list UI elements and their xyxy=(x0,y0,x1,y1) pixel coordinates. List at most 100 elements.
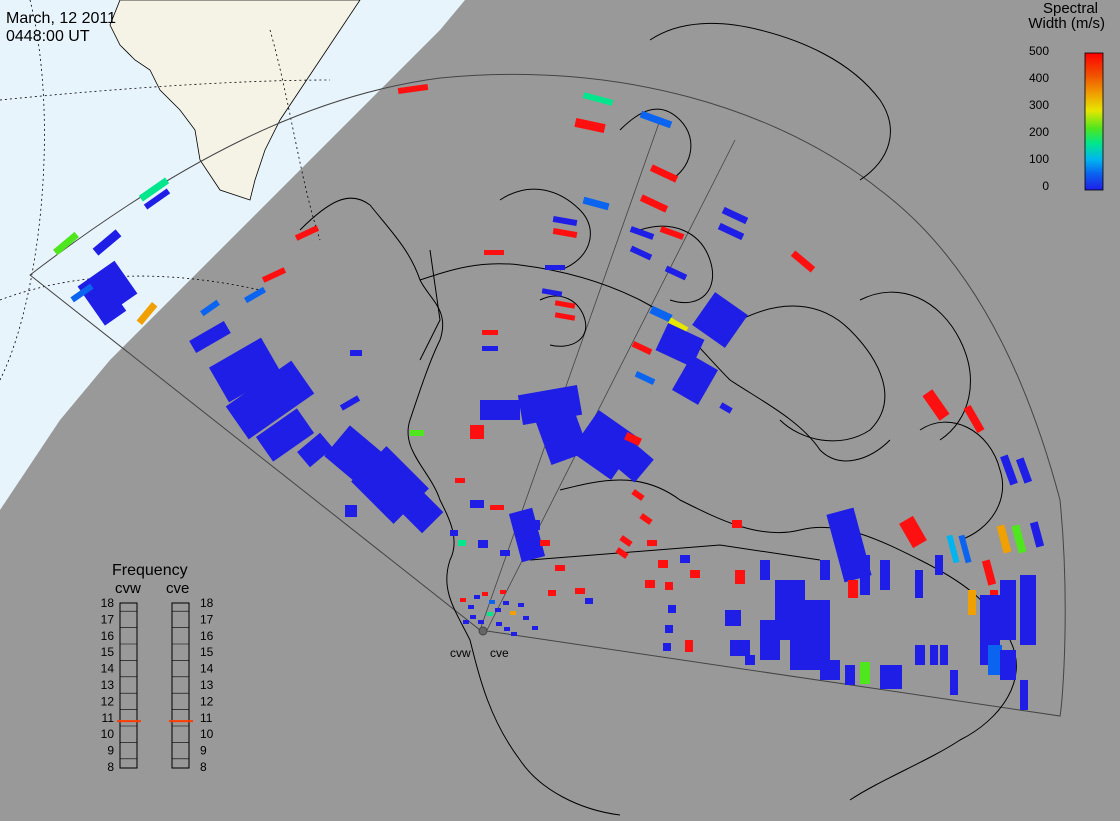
radar-gate-cell xyxy=(540,540,550,546)
radar-gate-cell xyxy=(482,592,488,596)
radar-gate-cell xyxy=(860,662,870,684)
sunlit-ocean-region xyxy=(0,0,465,510)
frequency-scale-label: 17 xyxy=(101,612,115,626)
radar-gate-cell xyxy=(200,299,220,317)
radar-gate-cell xyxy=(647,540,657,546)
frequency-scale-label: 15 xyxy=(101,645,115,659)
radar-gate-cell xyxy=(935,555,943,575)
radar-gate-cell xyxy=(760,560,770,580)
colorbar-tick: 500 xyxy=(1029,44,1049,58)
radar-gate-cell xyxy=(940,645,948,665)
frequency-panel: Frequency cvw cve 18 18 17 17 16 16 15 15 14 14 13… xyxy=(101,562,214,774)
radar-gate-cell xyxy=(1000,454,1018,486)
radar-gate-cell xyxy=(624,431,642,447)
radar-gate-cell xyxy=(530,520,540,530)
radar-gate-cell xyxy=(496,622,502,626)
radar-gate-cell xyxy=(225,360,315,440)
radar-gate-cell xyxy=(350,350,362,356)
sunlit-land-region xyxy=(109,0,361,201)
radar-gate-cell xyxy=(474,595,480,599)
colorbar-tick: 400 xyxy=(1029,71,1049,85)
radar-gate-cell xyxy=(345,505,357,517)
radar-gate-cell xyxy=(552,227,578,239)
radar-gate-cell xyxy=(92,229,122,256)
radar-gate-cell xyxy=(915,645,925,665)
colorbar-tick: 300 xyxy=(1029,98,1049,112)
radar-gate-cell xyxy=(649,305,673,323)
radar-gate-cell xyxy=(659,226,685,240)
radar-gate-cell xyxy=(255,408,315,462)
coastlines xyxy=(299,23,1017,816)
radar-gate-cell xyxy=(685,640,693,652)
radar-gate-cell xyxy=(634,371,656,385)
radar-gate-cell xyxy=(136,302,158,325)
radar-gate-cell xyxy=(631,341,653,355)
radar-gate-cell xyxy=(629,226,655,240)
radar-gate-cell xyxy=(1020,680,1028,710)
radar-gate-cell xyxy=(458,540,466,546)
radar-gate-cell xyxy=(629,245,653,261)
radar-gate-cell xyxy=(672,355,718,405)
radar-gate-cell xyxy=(790,250,816,273)
radar-gate-cell xyxy=(209,337,281,403)
radar-gate-cell xyxy=(615,547,629,559)
radar-gate-cell xyxy=(510,611,516,615)
radar-gate-cell xyxy=(1029,521,1045,548)
frequency-scale-label: 18 xyxy=(200,596,214,610)
radar-gate-cell xyxy=(504,627,510,631)
radar-gate-cell xyxy=(500,550,510,556)
radar-gate-cell xyxy=(845,665,855,685)
radar-gate-cell xyxy=(725,610,741,626)
frequency-column-cvw: cvw xyxy=(115,580,141,597)
frequency-scale-label: 18 xyxy=(101,596,115,610)
radar-fov-outline xyxy=(29,73,1066,717)
radar-gate-cell xyxy=(820,660,840,680)
radar-gate-cell xyxy=(470,425,484,439)
radar-gate-cell xyxy=(511,632,517,636)
frequency-scale-label: 17 xyxy=(200,612,214,626)
frequency-scale-label: 12 xyxy=(200,694,214,708)
radar-gate-cell xyxy=(1015,457,1033,484)
radar-gate-cell xyxy=(410,430,424,436)
radar-gate-cell xyxy=(470,500,484,508)
radar-gate-cell xyxy=(690,570,700,578)
radar-beam-boundary xyxy=(479,119,661,631)
radar-gate-cell xyxy=(665,625,673,633)
frequency-scale-label: 8 xyxy=(107,760,114,774)
radar-gate-cell xyxy=(950,670,958,695)
radar-gate-cell xyxy=(988,645,1002,675)
frequency-scale-label: 13 xyxy=(101,678,115,692)
radar-gate-cell xyxy=(880,560,890,590)
radar-gate-cell xyxy=(500,590,506,594)
radar-gate-cell xyxy=(667,317,689,334)
radar-gate-cell xyxy=(523,616,529,620)
colorbar-ticks: 500 400 300 200 100 0 xyxy=(1029,44,1049,193)
frequency-scale-label: 15 xyxy=(200,645,214,659)
radar-gate-cell xyxy=(820,560,830,580)
frequency-bar-cve xyxy=(171,602,190,769)
radar-gate-cell xyxy=(482,346,498,351)
radar-gate-cell xyxy=(552,215,578,227)
radar-gate-cell xyxy=(99,303,127,326)
frequency-scale-label: 12 xyxy=(101,694,115,708)
radar-gate-cell xyxy=(518,603,524,607)
radar-gate-cell xyxy=(582,196,610,211)
radar-gate-cell xyxy=(585,598,593,604)
colorbar-tick: 100 xyxy=(1029,152,1049,166)
radar-gate-cell xyxy=(848,580,858,598)
radar-gate-cell xyxy=(664,265,688,281)
radar-gate-cell xyxy=(732,520,742,528)
colorbar-title-line2: Width (m/s) xyxy=(1028,15,1105,32)
frequency-title: Frequency xyxy=(112,562,188,579)
colorbar-tick: 0 xyxy=(1042,179,1049,193)
radar-gate-cell xyxy=(508,507,546,563)
graticule-lines xyxy=(0,0,331,381)
radar-gate-cell xyxy=(545,265,565,270)
radar-gate-cell xyxy=(915,570,923,598)
frequency-scale: 18 18 17 17 16 16 15 15 14 14 13 13 12 12 11 11 10 10 9 9 8 8 xyxy=(101,596,214,774)
frequency-scale-label: 10 xyxy=(101,727,115,741)
radar-gate-cell xyxy=(243,286,267,304)
station-label-cvw: cvw xyxy=(450,646,471,660)
radar-gate-cell xyxy=(717,222,745,241)
radar-gate-cell xyxy=(963,404,985,434)
